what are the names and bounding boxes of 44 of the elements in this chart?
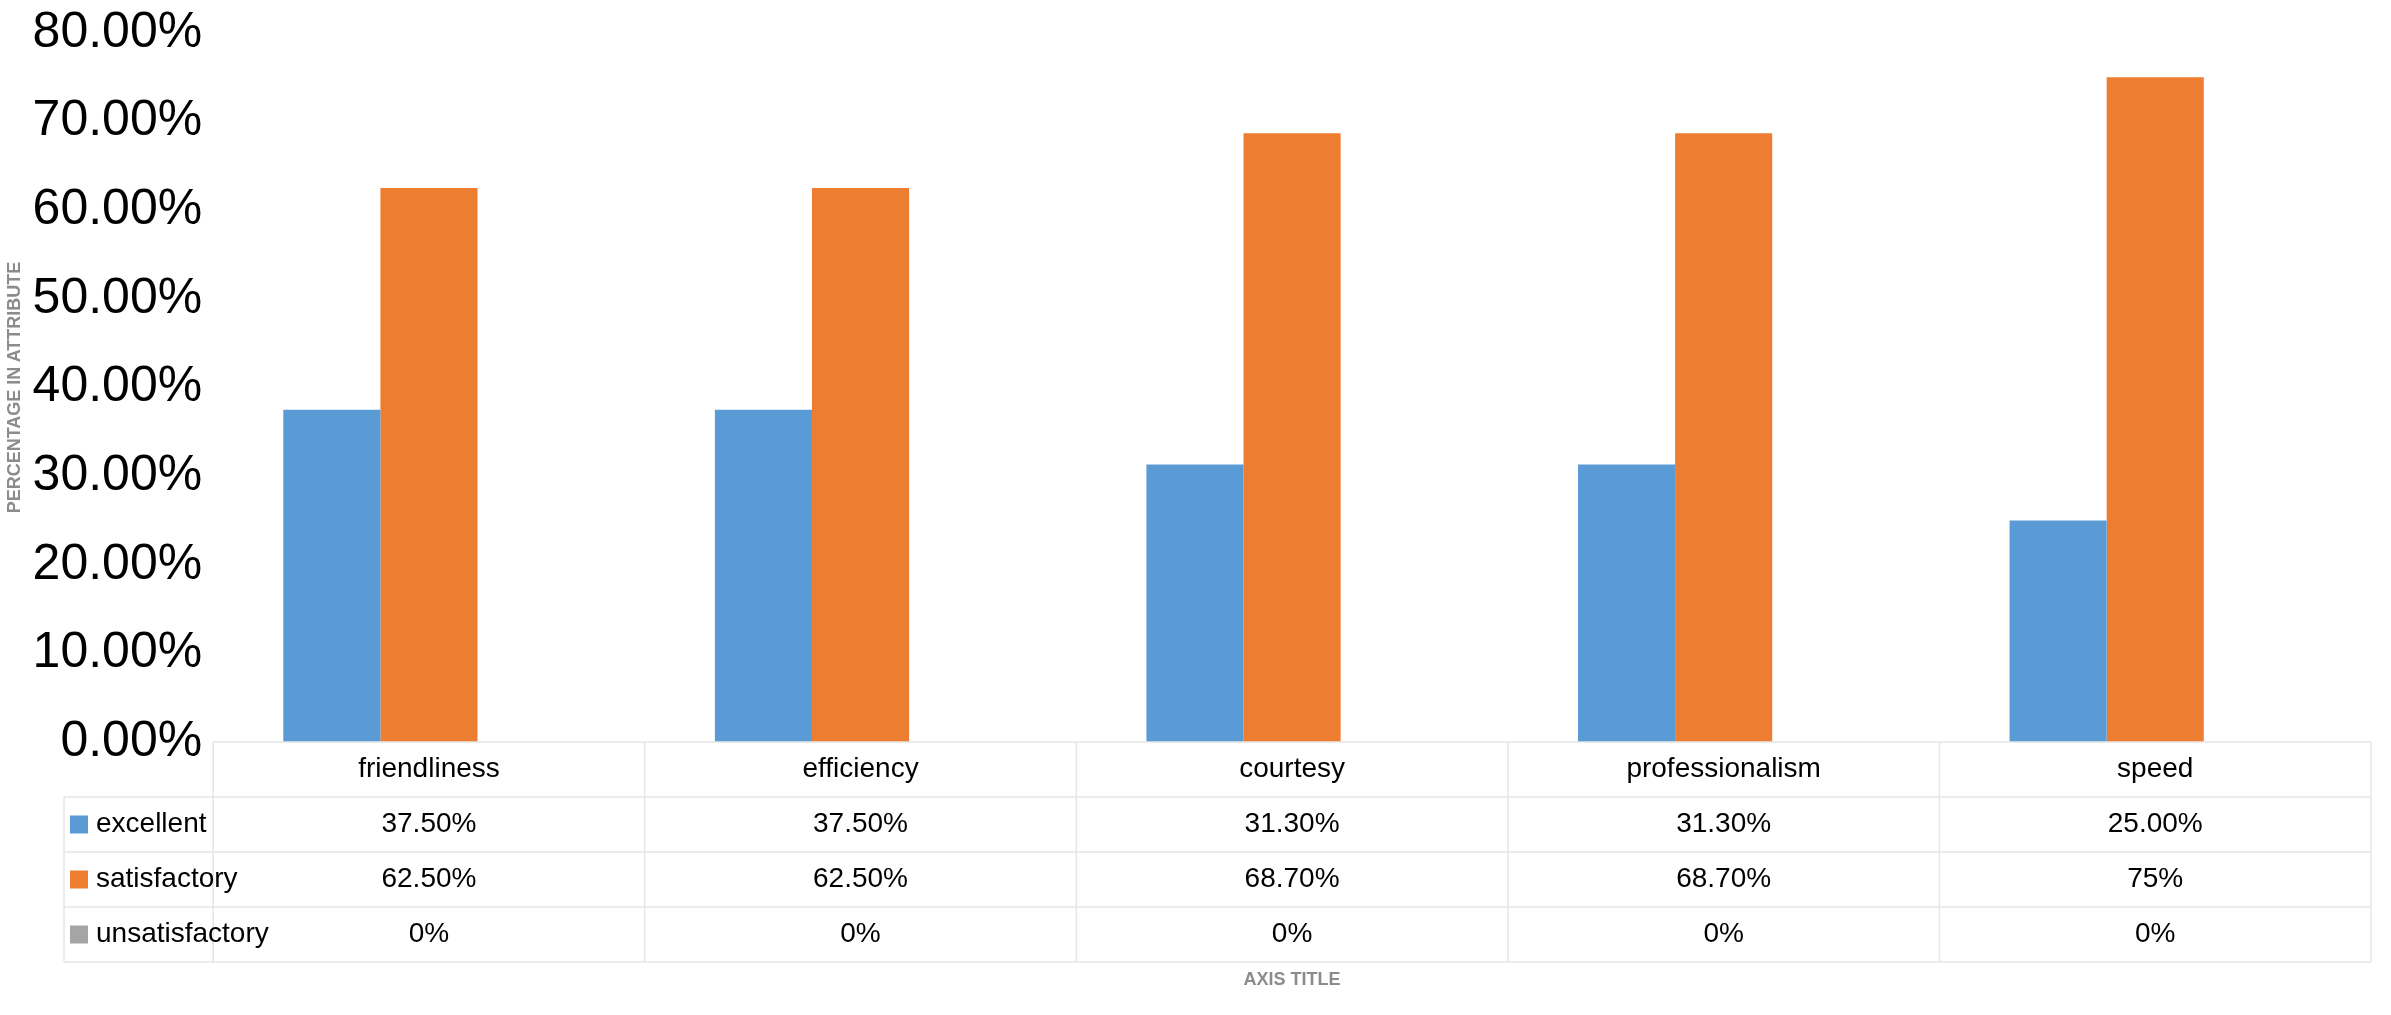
data-label: 0% xyxy=(1271,917,1313,949)
data-label: 37.50% xyxy=(813,807,909,839)
bar xyxy=(1578,464,1676,742)
data-label: 0% xyxy=(840,917,881,949)
y-tick-label: 60.00% xyxy=(32,179,203,236)
y-axis-title: PERCENTAGE IN ATTRIBUTE xyxy=(3,261,24,514)
y-tick-label: 20.00% xyxy=(32,533,203,590)
data-label: 68.70% xyxy=(1244,862,1340,894)
y-tick-label: 50.00% xyxy=(32,267,203,324)
bar xyxy=(1243,133,1341,742)
bar xyxy=(2106,77,2204,742)
data-label: 62.50% xyxy=(813,862,909,894)
text: AXIS TITLE xyxy=(1243,968,1341,989)
data-label: 25.00% xyxy=(2107,807,2203,839)
data-label: 31.30% xyxy=(1676,807,1772,839)
data-label: 68.70% xyxy=(1676,862,1772,894)
legend-label: unsatisfactory xyxy=(96,917,269,949)
x-tick-label: professionalism xyxy=(1626,752,1821,784)
data-label: 37.50% xyxy=(381,807,477,839)
bar xyxy=(380,188,478,742)
data-label: 0% xyxy=(1703,917,1744,949)
data-label: 0% xyxy=(408,917,450,949)
y-tick-label: 10.00% xyxy=(32,622,203,679)
data-label: 0% xyxy=(2134,917,2176,949)
bar xyxy=(1675,133,1773,742)
y-tick-label: 80.00% xyxy=(32,1,203,58)
data-label: 62.50% xyxy=(381,862,477,894)
legend-label: excellent xyxy=(96,807,207,839)
y-tick-label: 0.00% xyxy=(60,710,203,767)
bar xyxy=(714,409,812,742)
y-tick-label: 30.00% xyxy=(32,444,203,501)
bar xyxy=(2009,520,2107,742)
data-label: 31.30% xyxy=(1244,807,1340,839)
bar xyxy=(283,409,381,742)
data-label: 75% xyxy=(2127,862,2184,894)
legend-label: satisfactory xyxy=(96,862,238,894)
x-tick-label: efficiency xyxy=(802,752,919,784)
y-tick-label: 40.00% xyxy=(32,356,203,413)
y-tick-label: 70.00% xyxy=(32,90,203,147)
x-tick-label: speed xyxy=(2117,752,2194,784)
x-tick-label: courtesy xyxy=(1239,752,1345,784)
bar xyxy=(811,188,910,742)
x-tick-label: friendliness xyxy=(358,752,500,784)
bar xyxy=(1146,464,1244,742)
